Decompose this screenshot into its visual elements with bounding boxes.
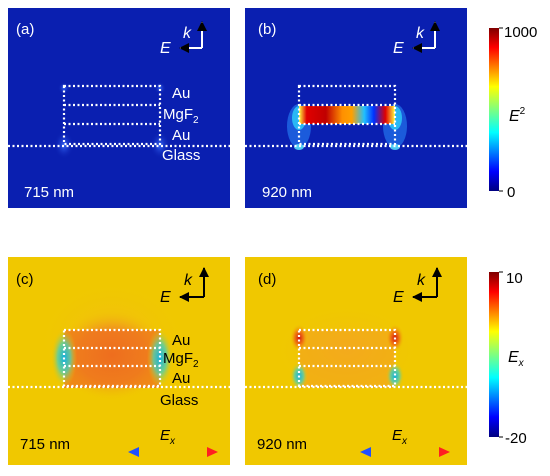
wavelength-label: 715 nm [20, 436, 70, 453]
colorbar-label: E2 [509, 106, 526, 125]
wavelength-label: 715 nm [24, 184, 74, 201]
axis-arrows [179, 21, 207, 53]
panel-c: (c) k E Au MgF2 Au Glass 715 nm Ex [8, 257, 230, 465]
panel-tag: (c) [16, 271, 34, 288]
axis-arrows [412, 21, 440, 53]
ex-label: Ex [392, 427, 408, 447]
axis-arrows [179, 267, 209, 302]
panel-b: (b) k E 920 nm [245, 8, 467, 208]
panel-tag: (a) [16, 21, 34, 38]
e-label: E [393, 289, 404, 306]
layer-label-mgf2: MgF2 [163, 350, 199, 370]
k-label: k [417, 272, 426, 289]
layer-label-mgf2: MgF2 [163, 106, 199, 126]
e-label: E [393, 40, 404, 57]
colorbar-ex: 10 -20 Ex [489, 270, 527, 447]
ex-label: Ex [160, 427, 176, 447]
colorbar-intensity: 1000 0 E2 [489, 24, 537, 201]
colorbar-max: 1000 [504, 24, 537, 41]
k-label: k [183, 25, 192, 42]
layer-label-au-bottom: Au [172, 127, 190, 144]
panel-a: (a) k E Au MgF2 Au Glass 715 nm [8, 8, 230, 208]
layer-outline [8, 84, 230, 148]
layer-label-glass: Glass [162, 147, 200, 164]
layer-outline [245, 84, 467, 148]
panel-tag: (d) [258, 271, 276, 288]
layer-label-au-top: Au [172, 332, 190, 349]
colorbar-min: 0 [507, 184, 515, 201]
k-label: k [416, 25, 425, 42]
e-label: E [160, 40, 171, 57]
axis-arrows [412, 267, 442, 302]
k-label: k [184, 272, 193, 289]
layer-label-glass: Glass [160, 392, 198, 409]
ex-double-arrow [360, 447, 450, 457]
ex-double-arrow [128, 447, 218, 457]
layer-label-au-bottom: Au [172, 370, 190, 387]
wavelength-label: 920 nm [262, 184, 312, 201]
colorbar-min: -20 [505, 430, 527, 447]
colorbar-label: Ex [508, 349, 525, 369]
colorbar-max: 10 [506, 270, 523, 287]
panel-d: (d) k E 920 nm Ex [245, 257, 467, 465]
layer-label-au-top: Au [172, 85, 190, 102]
wavelength-label: 920 nm [257, 436, 307, 453]
layer-outline [245, 328, 467, 389]
panel-tag: (b) [258, 21, 276, 38]
e-label: E [160, 289, 171, 306]
layer-outline [8, 328, 230, 389]
